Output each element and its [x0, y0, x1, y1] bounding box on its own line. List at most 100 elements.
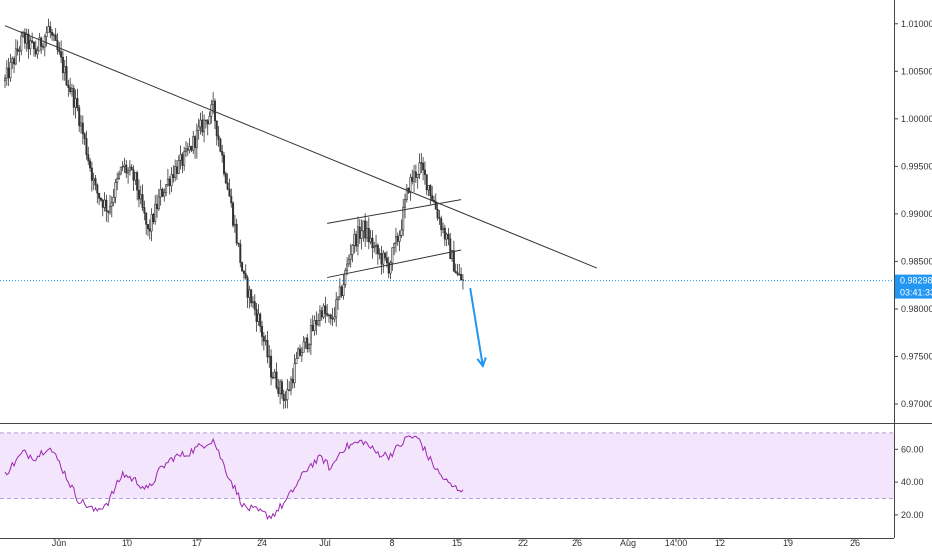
- candle: [23, 28, 26, 49]
- candle: [74, 89, 77, 119]
- candle-body: [166, 178, 169, 186]
- candle-body: [304, 337, 307, 343]
- candle: [360, 219, 363, 250]
- candle: [320, 307, 323, 321]
- channel-upper-line[interactable]: [327, 199, 462, 224]
- candle: [293, 354, 296, 389]
- candle-body: [271, 376, 274, 379]
- candle: [373, 241, 376, 253]
- x-tick-label: 19: [783, 538, 793, 548]
- candle: [49, 21, 52, 39]
- price-tick-label: 0.99000: [901, 209, 932, 219]
- candle: [230, 188, 233, 208]
- candle-body: [174, 166, 177, 178]
- current-price-tag[interactable]: 0.98298 03:41:33: [895, 274, 932, 299]
- candle-body: [416, 173, 419, 178]
- candle-body: [70, 88, 73, 92]
- candle-body: [297, 348, 300, 359]
- candle-body: [119, 166, 122, 175]
- candle: [416, 173, 419, 189]
- candle: [51, 29, 54, 41]
- candle-body: [18, 50, 21, 52]
- candle: [364, 213, 367, 247]
- candle: [228, 178, 231, 197]
- candle: [277, 378, 280, 397]
- candle-body: [405, 187, 408, 201]
- candle: [90, 161, 93, 192]
- trendline[interactable]: [4, 25, 598, 269]
- candle-body: [203, 119, 206, 133]
- candle-body: [329, 314, 332, 319]
- candle-body: [9, 62, 12, 79]
- candle-body: [423, 169, 426, 175]
- candle: [25, 28, 28, 52]
- candle: [400, 219, 403, 238]
- candle-body: [87, 154, 90, 162]
- candle-body: [25, 33, 28, 44]
- candle-body: [219, 139, 222, 152]
- drawing-layer: [0, 25, 894, 369]
- candle-body: [250, 289, 253, 304]
- candle: [94, 174, 97, 191]
- candle: [244, 264, 247, 280]
- candle: [286, 379, 289, 409]
- candle: [61, 50, 64, 81]
- forecast-arrow[interactable]: [469, 287, 484, 367]
- candle-body: [449, 238, 452, 259]
- candle: [436, 203, 439, 221]
- candle-body: [317, 319, 320, 325]
- candle-body: [261, 325, 264, 337]
- candle-body: [391, 247, 394, 264]
- candle: [32, 41, 35, 57]
- candle: [81, 115, 84, 145]
- candle: [454, 263, 457, 274]
- candle-body: [61, 56, 64, 74]
- candle: [429, 184, 432, 205]
- candle: [119, 166, 122, 176]
- candle-body: [289, 378, 292, 391]
- candle-body: [454, 271, 457, 274]
- candle: [165, 184, 168, 197]
- candle-body: [4, 77, 7, 82]
- candle-body: [141, 194, 144, 208]
- candle: [223, 152, 226, 177]
- candle: [309, 318, 312, 355]
- candle-body: [445, 233, 448, 240]
- candle-body: [32, 41, 35, 50]
- candle-body: [14, 48, 17, 65]
- candle-body: [67, 84, 70, 88]
- candle: [175, 159, 178, 180]
- candle-body: [226, 182, 229, 190]
- oscillator-line: [4, 435, 464, 521]
- candle: [270, 349, 273, 386]
- candle-body: [233, 223, 236, 226]
- price-tick-label: 1.00000: [901, 114, 932, 124]
- candle-body: [378, 253, 381, 255]
- candle-body: [81, 122, 84, 135]
- candle-body: [212, 100, 215, 106]
- candle-body: [45, 31, 48, 38]
- candle: [4, 74, 7, 89]
- candle-body: [83, 133, 86, 139]
- x-tick-label: 12: [715, 538, 725, 548]
- channel-lower-line[interactable]: [327, 249, 462, 279]
- candle: [398, 230, 401, 252]
- candle-body: [36, 50, 39, 55]
- candle: [349, 243, 352, 268]
- candle-body: [157, 196, 160, 210]
- candle: [116, 172, 119, 191]
- candle: [40, 36, 43, 54]
- candle: [186, 142, 189, 156]
- candle: [295, 351, 298, 365]
- candle: [121, 161, 124, 172]
- candle: [313, 315, 316, 336]
- candle: [206, 119, 209, 136]
- candle: [152, 212, 155, 225]
- candle: [289, 376, 292, 396]
- candle-body: [337, 296, 340, 300]
- candle-body: [90, 167, 93, 181]
- candle-body: [413, 171, 416, 182]
- candle-body: [105, 199, 108, 212]
- candle-body: [16, 48, 19, 52]
